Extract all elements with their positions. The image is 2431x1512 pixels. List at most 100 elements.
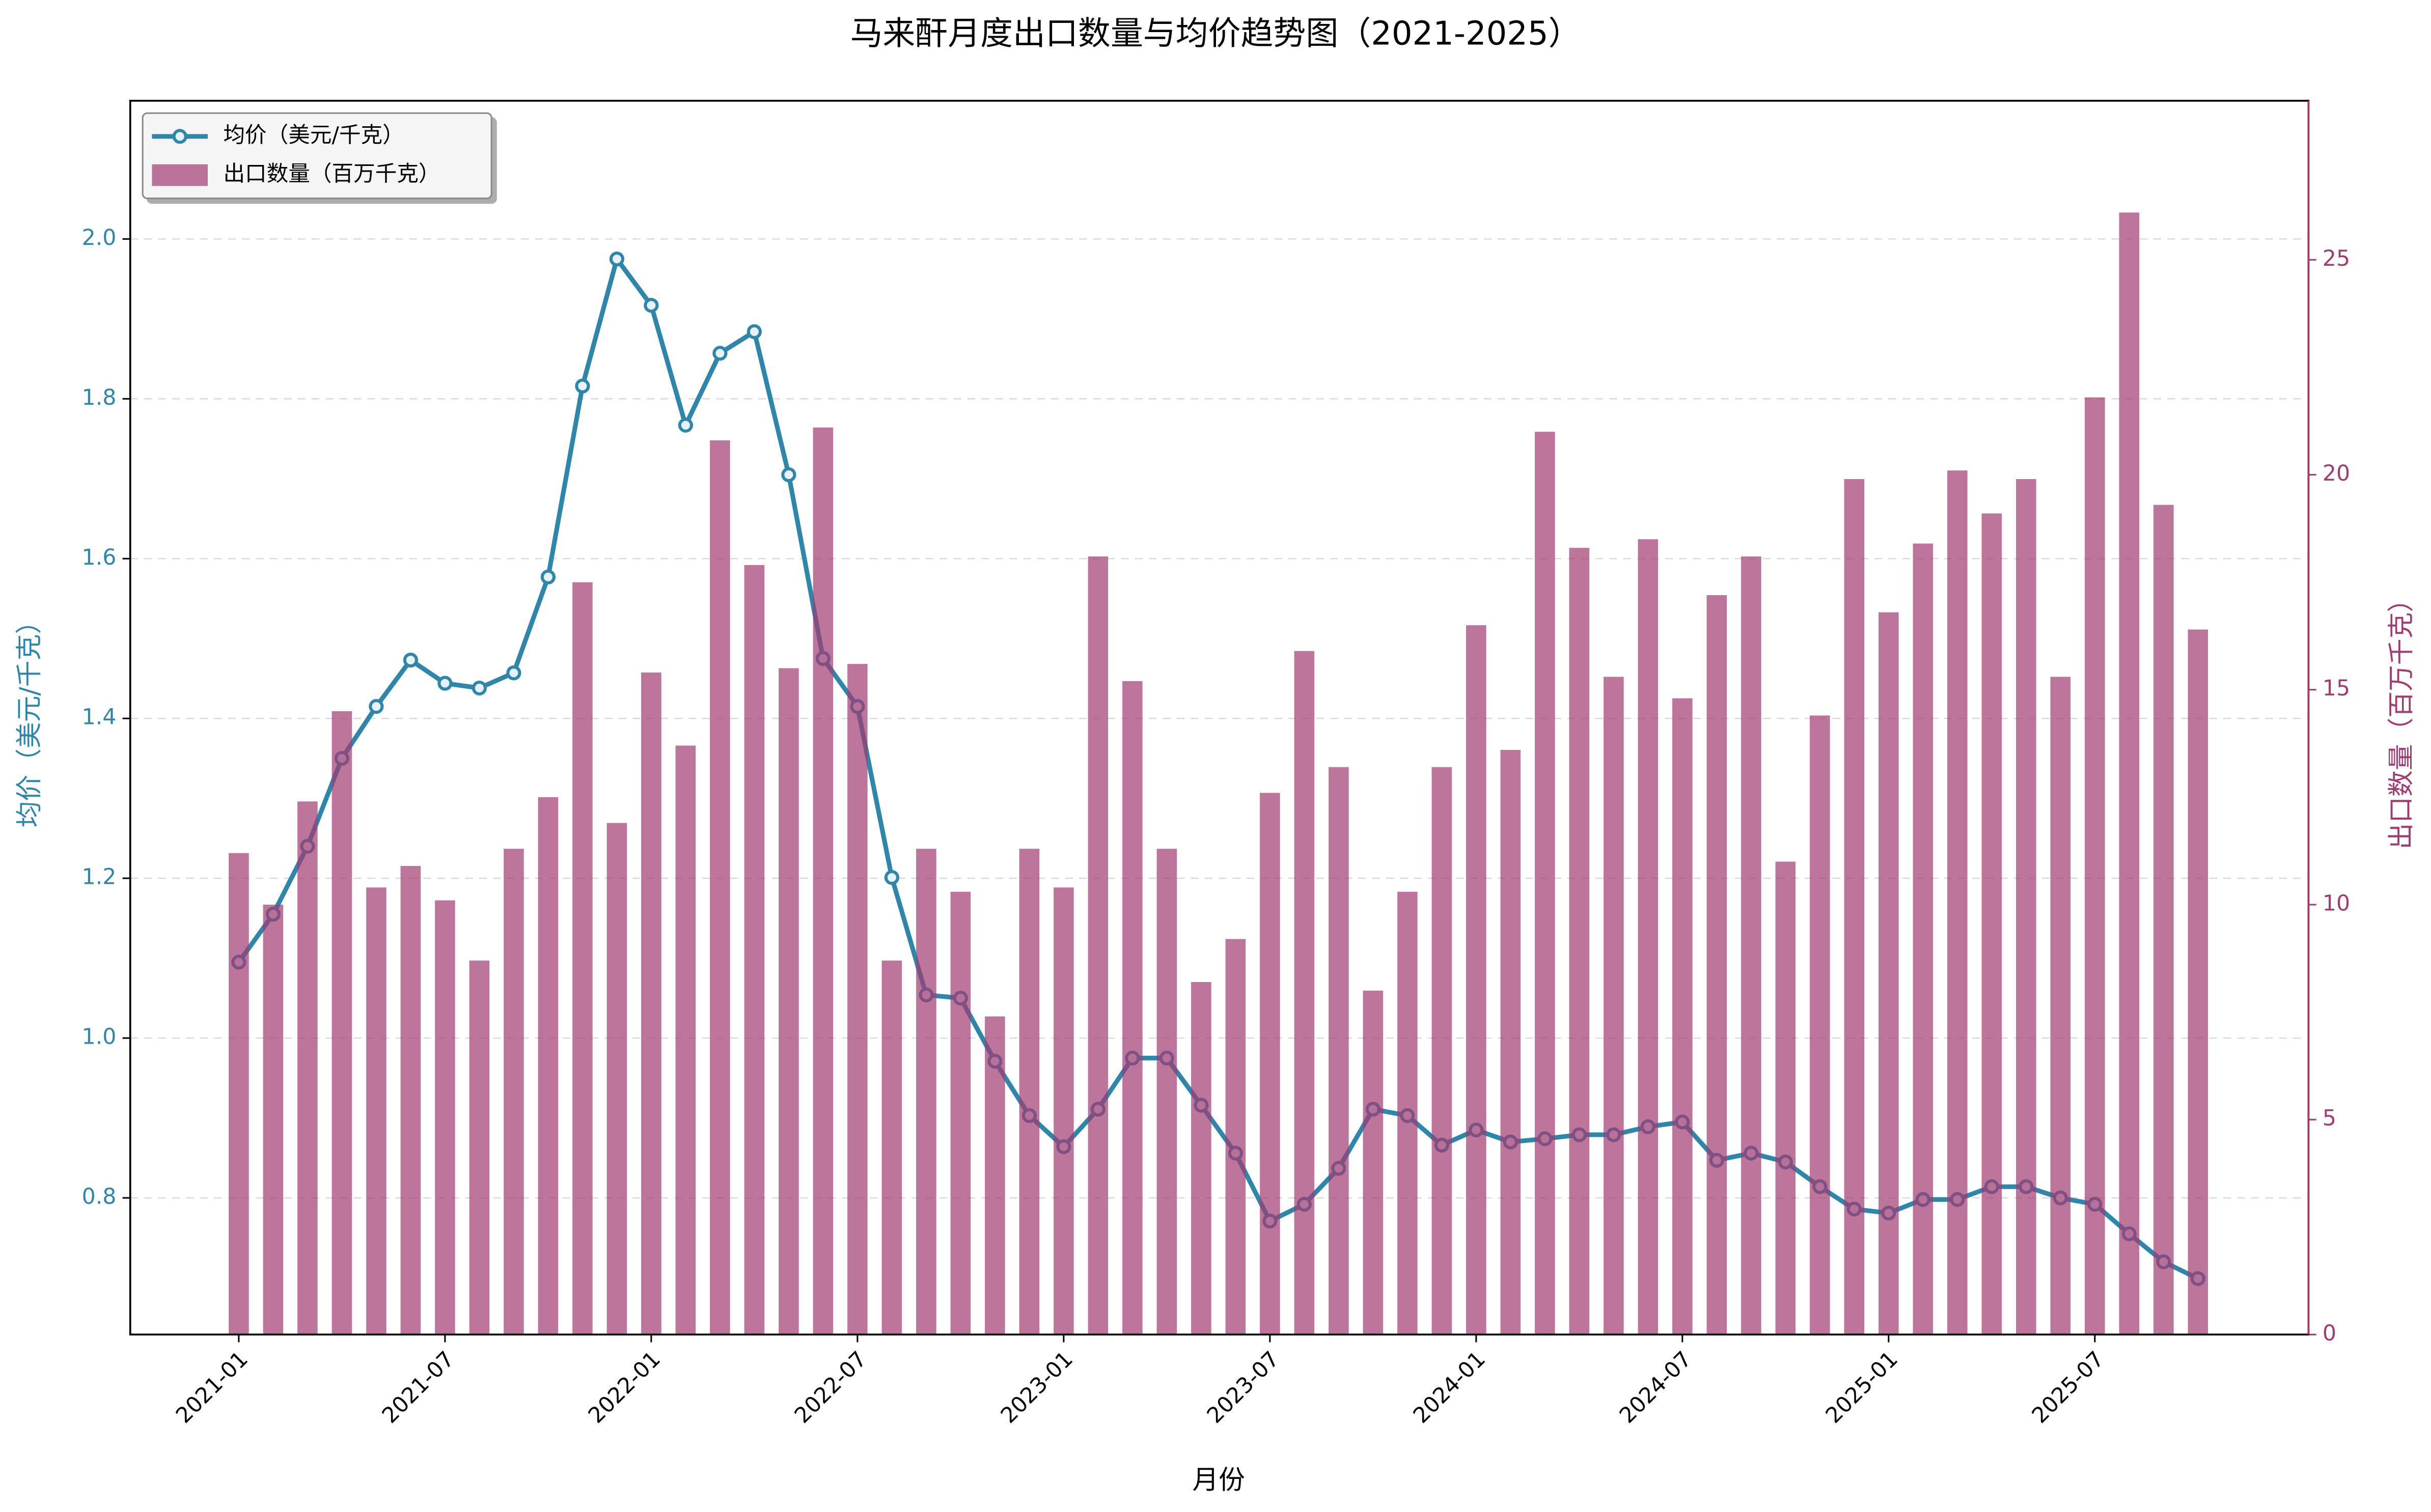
export-bar [1054, 887, 1074, 1335]
price-point [678, 417, 694, 433]
price-point [472, 680, 487, 696]
export-bar [400, 865, 421, 1335]
y2-tick-label: 25 [2323, 246, 2350, 271]
y2-tick-label: 15 [2323, 676, 2350, 701]
legend-label: 出口数量（百万千克） [223, 161, 440, 187]
export-bar [1260, 793, 1280, 1335]
export-bar [985, 1016, 1005, 1335]
export-bar [1706, 595, 1727, 1335]
export-bar [1741, 556, 1761, 1335]
export-bar [606, 823, 627, 1335]
export-bar [2050, 677, 2071, 1335]
export-bar [1329, 767, 1349, 1335]
x-tick-label: 2021-01 [171, 1347, 253, 1429]
export-bar [1535, 432, 1555, 1335]
legend-swatch [152, 164, 208, 186]
legend: 均价（美元/千克） 出口数量（百万千克） [142, 112, 492, 200]
export-bar [538, 797, 559, 1335]
y-tick-label: 0.8 [82, 1184, 117, 1209]
y-tick-label: 2.0 [82, 225, 117, 250]
export-bar [2016, 479, 2036, 1335]
price-point [644, 298, 659, 313]
export-bar [1122, 681, 1143, 1335]
export-bar [572, 582, 593, 1335]
price-point [781, 467, 796, 483]
export-bar [263, 904, 284, 1335]
export-bar [1397, 891, 1418, 1335]
export-bar [504, 849, 524, 1335]
export-bar [435, 900, 455, 1335]
x-tick-label: 2023-01 [996, 1347, 1078, 1429]
price-point [609, 251, 625, 267]
price-point [712, 346, 728, 361]
export-bar [469, 960, 490, 1335]
export-bar [744, 565, 765, 1335]
chart-title: 马来酐月度出口数量与均价趋势图（2021-2025） [850, 15, 1581, 53]
export-bar [813, 427, 834, 1335]
export-bar [2119, 212, 2140, 1335]
y-tick-label: 1.8 [82, 385, 117, 410]
export-bar [366, 887, 386, 1335]
export-bar [1294, 651, 1315, 1335]
export-bar [1088, 556, 1109, 1335]
export-bar [710, 440, 730, 1335]
export-bar [847, 664, 868, 1335]
export-bar [916, 849, 936, 1335]
export-bar [779, 668, 799, 1335]
export-bar [2153, 505, 2174, 1335]
export-bar [1156, 849, 1177, 1335]
price-point [403, 653, 419, 668]
y2-tick-label: 20 [2323, 461, 2350, 486]
x-tick-label: 2025-01 [1821, 1347, 1903, 1429]
x-axis-label: 月份 [1192, 1465, 1245, 1496]
export-bar [229, 853, 249, 1335]
y-tick-label: 1.0 [82, 1024, 117, 1050]
export-bar [1431, 767, 1452, 1335]
export-bar [332, 711, 352, 1335]
export-bar [1363, 990, 1384, 1335]
price-point [506, 665, 521, 681]
price-point [369, 699, 384, 714]
export-bar [1569, 548, 1590, 1335]
export-bar [1638, 539, 1659, 1335]
export-bar [1878, 612, 1899, 1335]
export-bar [950, 891, 971, 1335]
x-tick-label: 2024-01 [1408, 1347, 1490, 1429]
export-bar [641, 672, 661, 1335]
export-bar [1844, 479, 1865, 1335]
price-point [540, 569, 556, 585]
y2-axis-label: 出口数量（百万千克） [2386, 586, 2417, 850]
export-bar [1810, 715, 1830, 1335]
export-bar [297, 801, 318, 1335]
y-tick-label: 1.4 [82, 705, 117, 730]
y2-tick-label: 5 [2323, 1106, 2336, 1131]
export-bar [1225, 939, 1246, 1335]
price-line [237, 257, 2199, 1281]
price-point [884, 870, 899, 885]
x-tick-label: 2023-07 [1202, 1347, 1284, 1429]
x-tick-label: 2024-07 [1615, 1347, 1697, 1429]
export-bar [2188, 629, 2208, 1335]
export-bar [1500, 749, 1521, 1335]
export-bar [1775, 861, 1796, 1335]
x-tick-label: 2025-07 [2027, 1347, 2109, 1429]
export-bar [1672, 698, 1693, 1335]
export-bar [1913, 543, 1933, 1335]
price-point [437, 676, 453, 691]
export-bar [675, 745, 696, 1335]
export-bar [1466, 625, 1486, 1335]
export-bar [881, 960, 902, 1335]
x-tick-label: 2021-07 [377, 1347, 459, 1429]
y2-tick-label: 10 [2323, 890, 2350, 916]
price-point [575, 378, 590, 394]
export-bar [1019, 849, 1040, 1335]
price-point [747, 324, 762, 340]
export-bar [1191, 982, 1211, 1335]
y-axis-label: 均价（美元/千克） [14, 608, 45, 827]
x-tick-label: 2022-07 [790, 1347, 872, 1429]
legend-label: 均价（美元/千克） [223, 122, 404, 148]
export-bar [1981, 513, 2002, 1335]
y-tick-label: 1.6 [82, 545, 117, 570]
